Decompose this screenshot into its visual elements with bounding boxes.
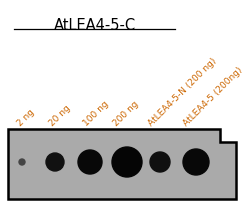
Text: 2 ng: 2 ng	[16, 107, 36, 127]
Circle shape	[46, 153, 64, 171]
Circle shape	[78, 150, 102, 174]
Circle shape	[19, 159, 25, 165]
Circle shape	[150, 152, 170, 172]
Circle shape	[183, 149, 209, 175]
Text: 100 ng: 100 ng	[82, 99, 110, 127]
Circle shape	[112, 147, 142, 177]
Text: AtLEA4-5-N (200 ng): AtLEA4-5-N (200 ng)	[147, 56, 218, 127]
Polygon shape	[8, 129, 236, 199]
Text: 20 ng: 20 ng	[48, 103, 72, 127]
Text: 200 ng: 200 ng	[112, 99, 140, 127]
Text: AtLEA4-5-C: AtLEA4-5-C	[54, 18, 136, 33]
Text: AtLEA4-5 (200ng): AtLEA4-5 (200ng)	[182, 65, 244, 127]
